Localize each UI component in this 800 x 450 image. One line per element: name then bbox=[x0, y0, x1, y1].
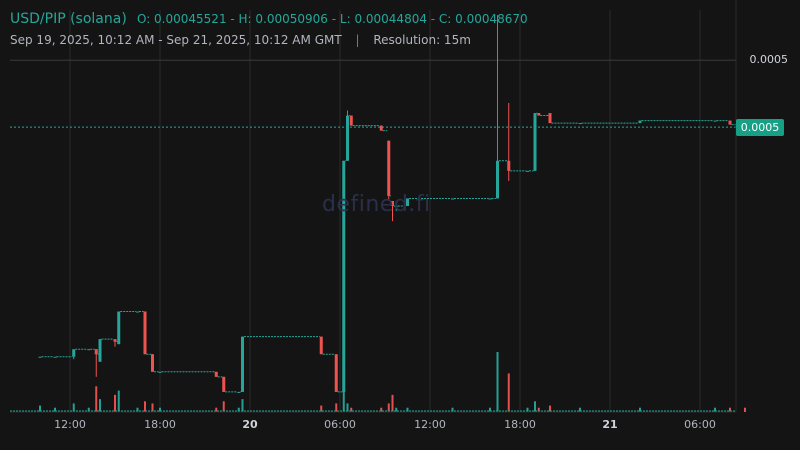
volume-bar bbox=[114, 394, 116, 412]
candle-body bbox=[94, 349, 98, 355]
candle-body bbox=[241, 336, 244, 392]
candle-body bbox=[713, 120, 717, 122]
volume-bars bbox=[10, 352, 746, 412]
candle-body bbox=[53, 356, 57, 358]
chart-header: USD/PIP (solana) O: 0.00045521 - H: 0.00… bbox=[10, 11, 528, 27]
volume-bar bbox=[729, 407, 731, 412]
candle-body bbox=[496, 160, 499, 199]
volume-bar bbox=[144, 401, 146, 412]
volume-bar bbox=[507, 373, 510, 412]
x-tick-label: 21 bbox=[602, 418, 618, 431]
candle-body bbox=[346, 115, 349, 161]
candle-body bbox=[98, 339, 102, 362]
chart-grid bbox=[10, 10, 736, 412]
x-tick-label: 12:00 bbox=[54, 418, 86, 431]
candle-body bbox=[72, 349, 76, 357]
volume-bar bbox=[496, 352, 499, 412]
candle-body bbox=[113, 339, 117, 342]
volume-bar bbox=[39, 405, 41, 412]
volume-bar bbox=[451, 407, 454, 412]
x-tick-label: 18:00 bbox=[144, 418, 176, 431]
x-tick-label: 06:00 bbox=[324, 418, 356, 431]
volume-bar bbox=[537, 407, 540, 412]
volume-bar bbox=[117, 390, 120, 412]
date-range: Sep 19, 2025, 10:12 AM - Sep 21, 2025, 1… bbox=[10, 33, 342, 47]
pair-label: USD/PIP (solana) bbox=[10, 11, 127, 27]
x-tick-label: 06:00 bbox=[684, 418, 716, 431]
candle-body bbox=[349, 115, 353, 126]
x-tick-label: 20 bbox=[242, 418, 258, 431]
volume-bar bbox=[406, 407, 409, 412]
candle-body bbox=[507, 160, 511, 171]
volume-bar bbox=[346, 403, 349, 412]
candle-body bbox=[406, 198, 409, 206]
volume-bar bbox=[380, 407, 383, 412]
volume-bar bbox=[489, 407, 491, 412]
candle-body bbox=[379, 125, 383, 131]
volume-bar bbox=[87, 407, 90, 412]
volume-bar bbox=[241, 399, 244, 412]
volume-bar bbox=[387, 403, 390, 412]
volume-bar bbox=[215, 407, 218, 412]
volume-bar bbox=[526, 407, 529, 412]
volume-bar bbox=[391, 394, 394, 412]
candle-body bbox=[488, 198, 492, 200]
volume-bar bbox=[639, 407, 641, 412]
candle-body bbox=[136, 311, 139, 313]
candle-body bbox=[143, 311, 147, 355]
candle-connectors bbox=[41, 112, 747, 393]
candle-body bbox=[387, 140, 391, 196]
candle-body bbox=[451, 198, 454, 200]
volume-bar bbox=[395, 407, 398, 412]
candle-body bbox=[548, 113, 552, 124]
ohlc-values: O: 0.00045521 - H: 0.00050906 - L: 0.000… bbox=[136, 12, 528, 26]
candle-body bbox=[87, 349, 91, 351]
candle-body bbox=[533, 113, 537, 171]
candles bbox=[38, 15, 747, 393]
volume-bar bbox=[744, 407, 746, 412]
volume-bar bbox=[549, 405, 551, 412]
volume-bar bbox=[320, 405, 323, 412]
candle-body bbox=[391, 200, 394, 206]
volume-bar bbox=[99, 399, 101, 412]
separator: | bbox=[355, 33, 360, 47]
candle-body bbox=[638, 120, 642, 124]
volume-bar bbox=[95, 386, 98, 412]
y-tick-label: 0.0005 bbox=[749, 53, 789, 67]
candle-body bbox=[342, 160, 346, 392]
candle-body bbox=[394, 206, 398, 207]
volume-bar bbox=[579, 407, 581, 412]
candle-body bbox=[728, 120, 732, 125]
watermark: defined.fi bbox=[322, 192, 431, 217]
candle-body bbox=[319, 336, 323, 355]
x-tick-label: 12:00 bbox=[414, 418, 446, 431]
candle-body bbox=[578, 123, 582, 125]
candle-body bbox=[526, 170, 529, 172]
candle-body bbox=[237, 391, 241, 393]
volume-bar bbox=[54, 407, 56, 412]
candle-body bbox=[117, 311, 121, 345]
candle-body bbox=[151, 354, 154, 372]
x-tick-label: 18:00 bbox=[504, 418, 536, 431]
candle-body bbox=[214, 371, 218, 377]
last-price-tag: 0.0005 bbox=[736, 119, 784, 137]
volume-bar bbox=[714, 407, 716, 412]
resolution-label[interactable]: Resolution: 15m bbox=[373, 33, 471, 47]
candle-body bbox=[38, 356, 42, 358]
volume-bar bbox=[72, 403, 75, 412]
chart-subheader: Sep 19, 2025, 10:12 AM - Sep 21, 2025, 1… bbox=[10, 33, 471, 47]
volume-bar bbox=[335, 403, 338, 412]
candle-body bbox=[334, 354, 338, 392]
candle-body bbox=[222, 376, 226, 392]
volume-bar bbox=[350, 407, 353, 412]
volume-bar bbox=[136, 407, 139, 412]
volume-bar bbox=[534, 401, 536, 412]
volume-bar bbox=[151, 403, 154, 412]
volume-bar bbox=[222, 401, 225, 412]
volume-bar bbox=[159, 407, 161, 412]
candle-body bbox=[537, 113, 541, 116]
candle-body bbox=[158, 371, 162, 373]
volume-bar bbox=[237, 407, 240, 412]
